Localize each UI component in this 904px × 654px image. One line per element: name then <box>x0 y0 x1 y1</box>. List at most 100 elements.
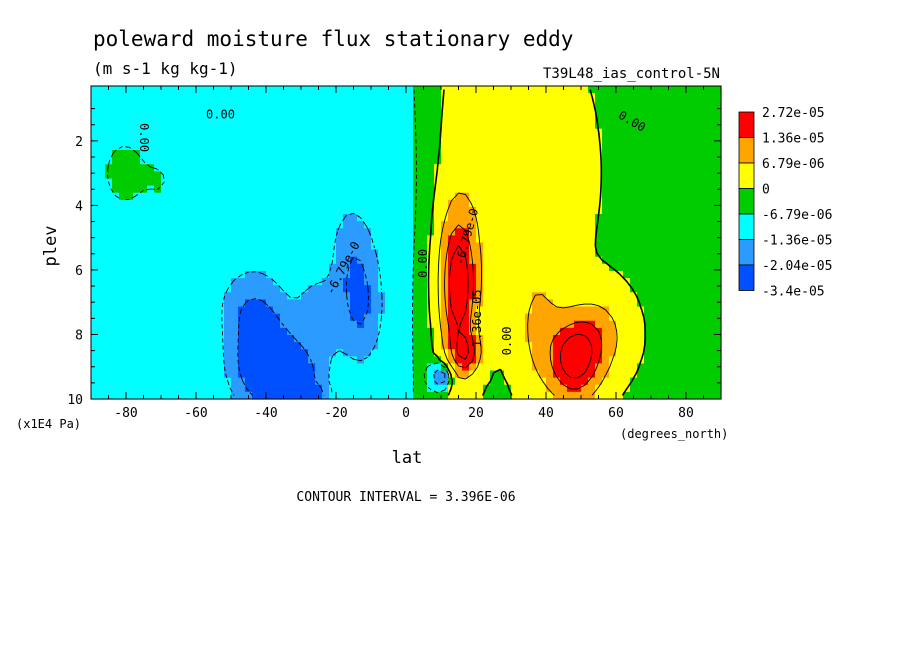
contour-cell <box>630 356 638 365</box>
contour-cell <box>119 235 127 244</box>
contour-cell <box>294 270 302 279</box>
contour-cell <box>308 285 316 293</box>
contour-cell <box>364 128 372 137</box>
contour-cell <box>504 292 512 301</box>
contour-cell <box>140 377 148 386</box>
contour-cell <box>105 320 113 329</box>
contour-cell <box>161 107 169 116</box>
contour-cell <box>553 235 561 244</box>
contour-cell <box>525 235 533 244</box>
contour-cell <box>679 128 687 137</box>
contour-cell <box>203 384 211 393</box>
contour-cell <box>672 100 680 108</box>
contour-cell <box>364 114 372 123</box>
contour-cell <box>161 384 169 393</box>
contour-cell <box>322 185 330 194</box>
contour-cell <box>399 171 407 180</box>
contour-cell <box>679 278 687 286</box>
contour-cell <box>371 171 379 180</box>
contour-cell <box>714 171 722 180</box>
contour-line <box>427 89 647 396</box>
contour-cell <box>224 249 232 258</box>
contour-cell <box>504 313 512 322</box>
contour-cell <box>294 249 302 258</box>
contour-cell <box>413 100 421 108</box>
contour-cell <box>546 164 554 172</box>
contour-cell <box>581 377 589 386</box>
contour-cell <box>637 206 645 215</box>
contour-cell <box>406 242 414 251</box>
contour-cell <box>553 100 561 108</box>
contour-cell <box>98 256 106 265</box>
contour-cell <box>140 263 148 272</box>
contour-cell <box>651 356 659 365</box>
contour-cell <box>539 249 547 258</box>
contour-cell <box>203 221 211 229</box>
contour-cell <box>357 228 365 236</box>
contour-cell <box>497 334 505 343</box>
contour-cell <box>336 249 344 258</box>
contour-cell <box>399 249 407 258</box>
contour-cell <box>511 349 519 357</box>
contour-cell <box>91 164 99 172</box>
contour-cell <box>455 214 463 222</box>
contour-cell <box>98 214 106 222</box>
contour-cell <box>602 86 610 94</box>
contour-cell <box>231 263 239 272</box>
contour-cell <box>133 327 141 336</box>
contour-cell <box>238 128 246 137</box>
contour-cell <box>315 306 323 315</box>
contour-cell <box>574 178 582 187</box>
contour-cell <box>434 235 442 244</box>
contour-cell <box>154 128 162 137</box>
contour-cell <box>315 263 323 272</box>
contour-cell <box>217 178 225 187</box>
contour-cell <box>294 363 302 372</box>
contour-cell <box>679 157 687 165</box>
contour-cell <box>413 121 421 130</box>
contour-cell <box>490 299 498 308</box>
contour-cell <box>399 199 407 208</box>
contour-cell <box>504 164 512 172</box>
contour-cell <box>133 306 141 315</box>
contour-cell <box>525 114 533 123</box>
contour-cell <box>665 171 673 180</box>
contour-cell <box>658 171 666 180</box>
contour-cell <box>287 377 295 386</box>
contour-cell <box>399 384 407 393</box>
contour-cell <box>609 384 617 393</box>
contour-cell <box>168 235 176 244</box>
contour-cell <box>700 278 708 286</box>
contour-cell <box>644 349 652 357</box>
contour-cell <box>700 327 708 336</box>
contour-cell <box>665 221 673 229</box>
contour-cell <box>350 100 358 108</box>
contour-cell <box>196 384 204 393</box>
contour-cell <box>497 320 505 329</box>
contour-cell <box>581 164 589 172</box>
contour-cell <box>168 292 176 301</box>
contour-cell <box>161 306 169 315</box>
contour-cell <box>119 199 127 208</box>
contour-cell <box>336 306 344 315</box>
contour-cell <box>490 377 498 386</box>
contour-cell <box>350 114 358 123</box>
contour-cell <box>217 256 225 265</box>
contour-cell <box>630 135 638 144</box>
contour-cell <box>420 313 428 322</box>
contour-cell <box>420 192 428 201</box>
contour-cell <box>434 86 442 94</box>
contour-cell <box>140 320 148 329</box>
contour-cell <box>301 221 309 229</box>
contour-cell <box>259 349 267 357</box>
contour-cell <box>294 86 302 94</box>
contour-cell <box>469 249 477 258</box>
contour-cell <box>266 320 274 329</box>
contour-cell <box>399 93 407 101</box>
contour-cell <box>672 285 680 293</box>
contour-cell <box>420 199 428 208</box>
contour-cell <box>280 128 288 137</box>
contour-cell <box>322 356 330 365</box>
contour-cell <box>637 242 645 251</box>
contour-cell <box>231 377 239 386</box>
